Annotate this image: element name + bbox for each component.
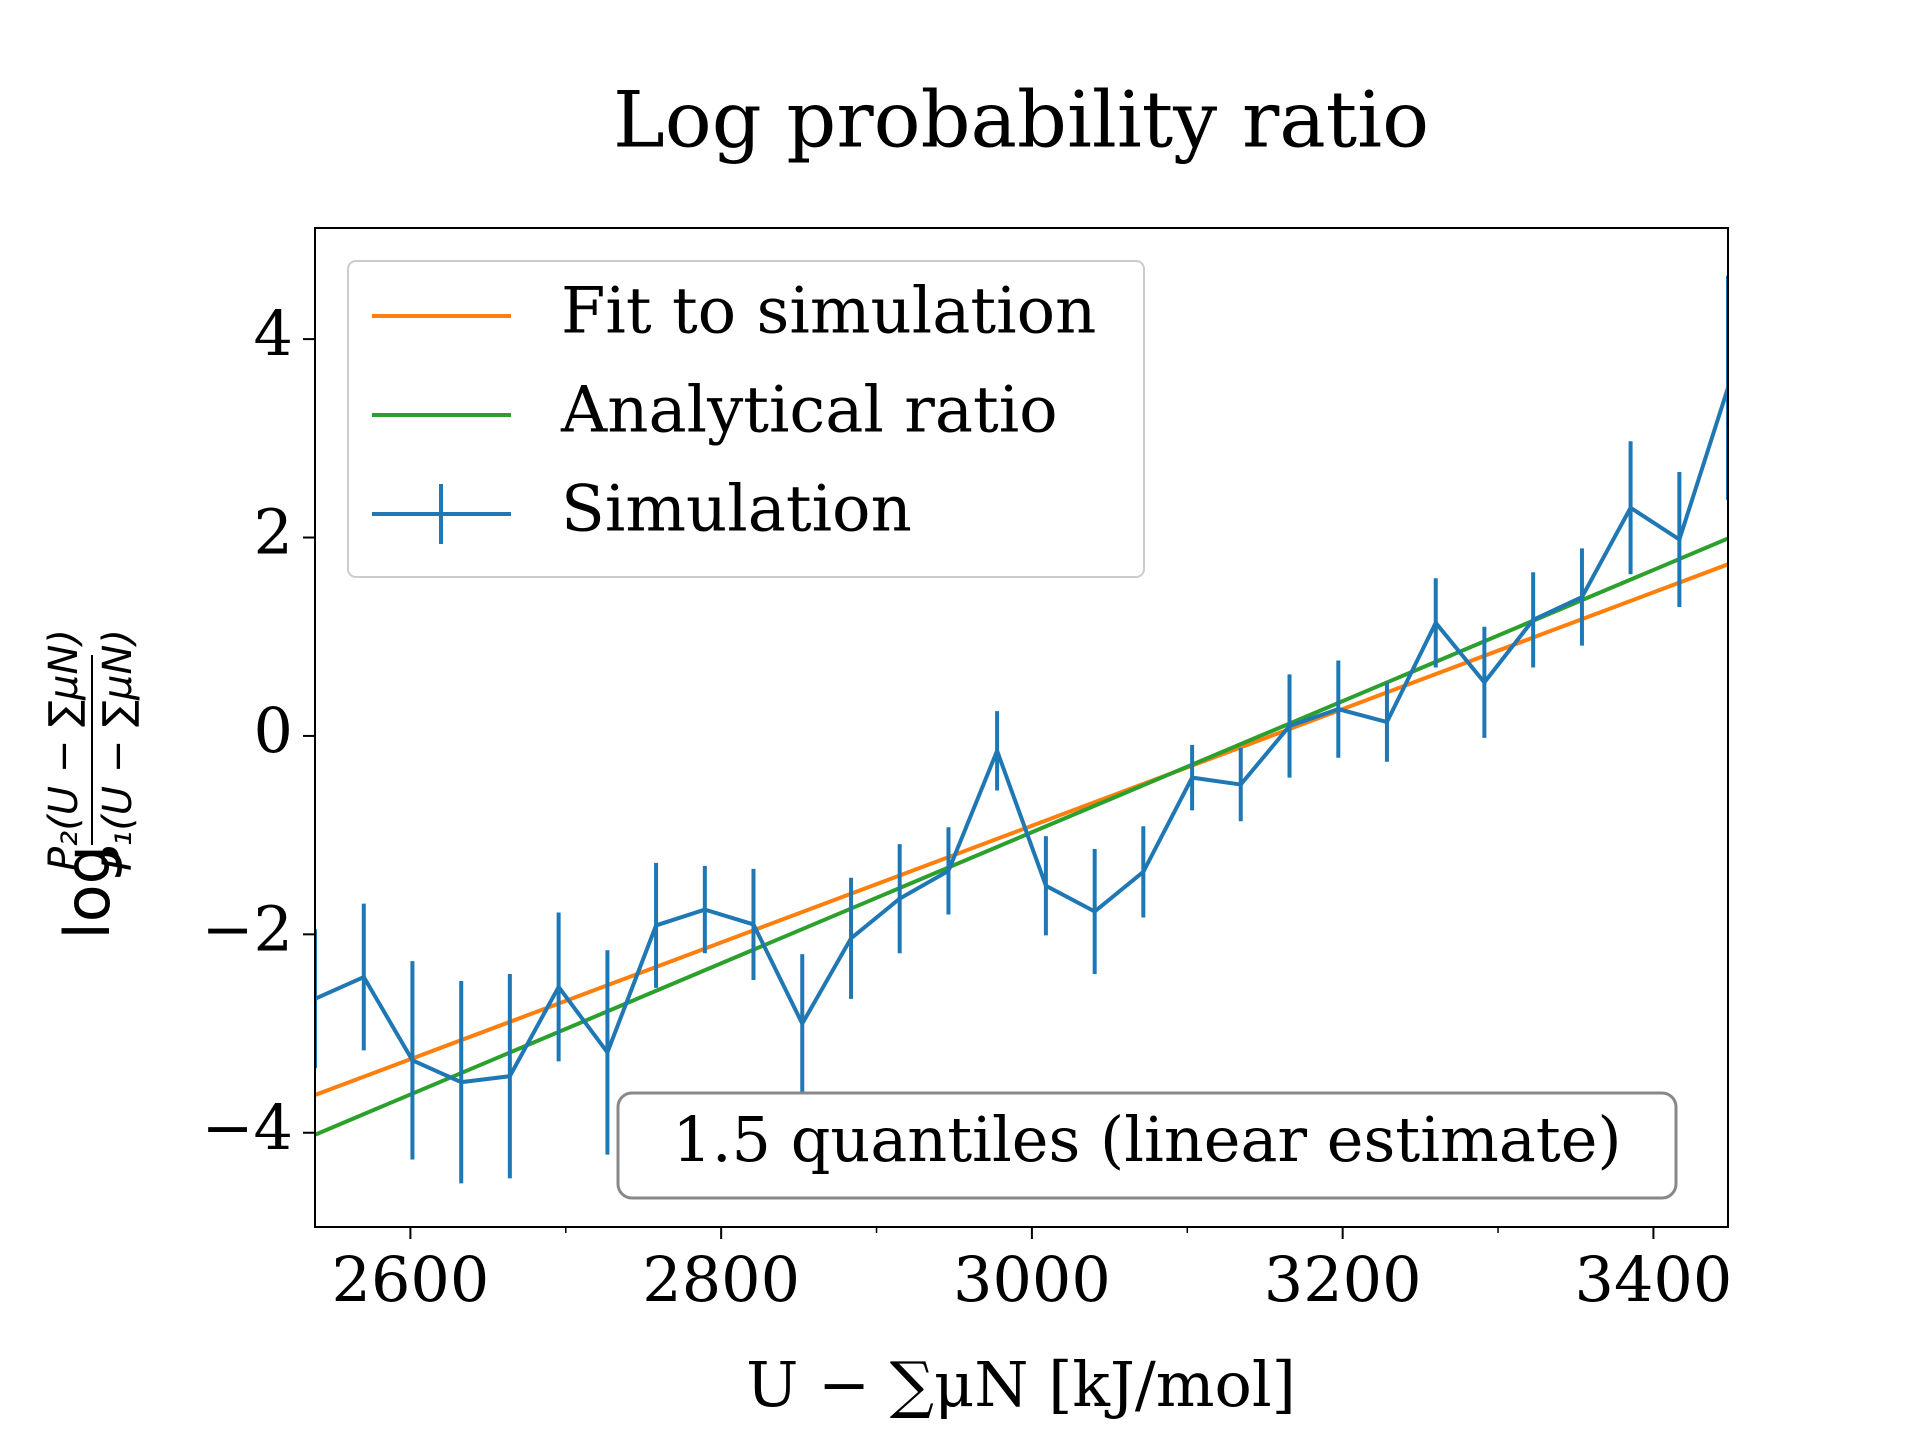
- x-tick-label: 2800: [642, 1243, 800, 1316]
- y-axis-label: log P₂(U − ∑μN) P₁(U − ∑μN): [41, 629, 141, 939]
- series-line: [315, 536, 1728, 1137]
- y-label-denominator: P₁(U − ∑μN): [95, 629, 141, 871]
- x-tick-label: 2600: [332, 1243, 490, 1316]
- annotation: 1.5 quantiles (linear estimate): [672, 1103, 1621, 1176]
- legend-label: Fit to simulation: [561, 275, 1096, 349]
- y-label-prefix: log: [51, 845, 124, 940]
- series-line: [315, 387, 1728, 1085]
- x-tick-label: 3200: [1264, 1243, 1422, 1316]
- legend: Fit to simulation Analytical ratio Simulat…: [347, 260, 1145, 578]
- y-tick-label: −4: [202, 1091, 293, 1164]
- legend-label: Simulation: [561, 473, 912, 547]
- axes-frame: [314, 227, 1729, 1228]
- y-tick-label: −2: [202, 892, 293, 965]
- legend-label: Analytical ratio: [560, 374, 1058, 448]
- plot-area: [315, 275, 1728, 1184]
- annotation-box: [616, 1091, 1678, 1200]
- y-tick-label: 0: [254, 694, 293, 767]
- chart-title: Log probability ratio: [613, 76, 1429, 166]
- y-label-numerator: P₂(U − ∑μN): [41, 629, 87, 871]
- legend-box: [347, 260, 1145, 578]
- x-tick-label: 3000: [953, 1243, 1111, 1316]
- series-line: [315, 562, 1728, 1097]
- x-tick-label: 3400: [1575, 1243, 1733, 1316]
- y-tick-label: 4: [254, 297, 293, 370]
- x-axis-label: U − ∑μN [kJ/mol]: [746, 1348, 1296, 1421]
- y-tick-label: 2: [254, 496, 293, 569]
- ticks: 2600 2800 3000 3200 3400 −4 −2 0 2 4: [202, 297, 1733, 1316]
